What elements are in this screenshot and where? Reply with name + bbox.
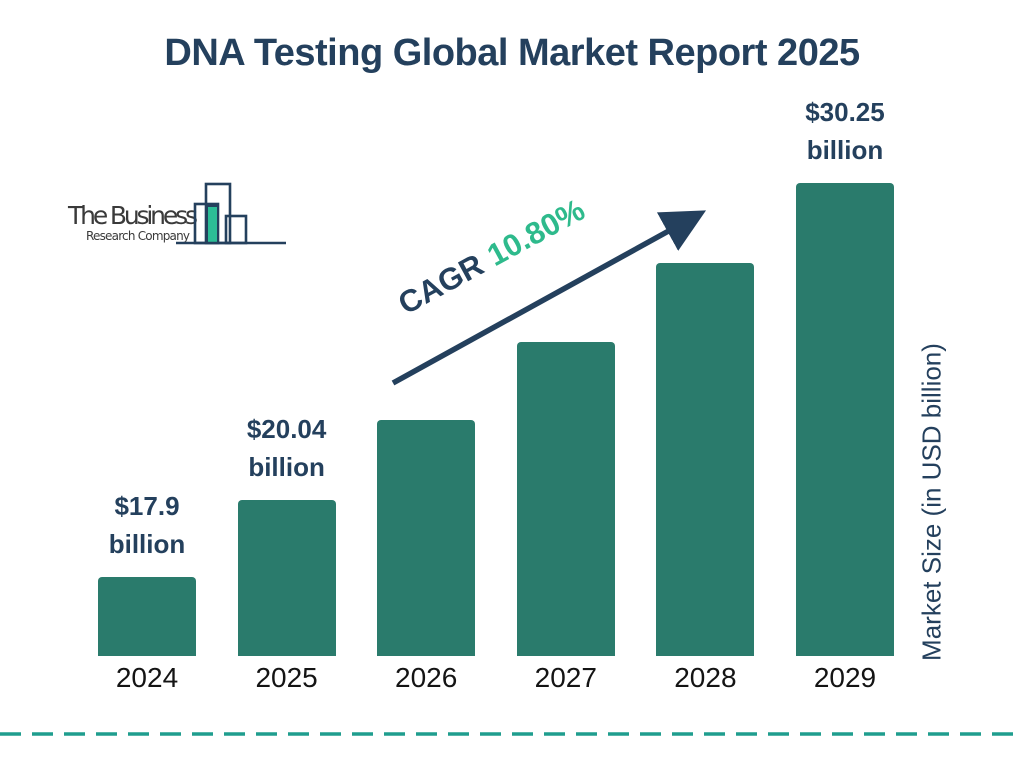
x-tick-2027: 2027 — [534, 662, 597, 693]
bar-group-2029: $30.25 billion 2029 — [795, 97, 894, 693]
value-label-2025: $20.04 billion — [247, 410, 327, 486]
x-tick-2025: 2025 — [255, 662, 318, 693]
logo-text-line1: The Business — [67, 201, 198, 230]
value-unit: billion — [806, 135, 884, 165]
bar-group-2026: 2026 — [377, 100, 476, 693]
value-amount: $30.25 — [805, 97, 885, 127]
value-unit: billion — [248, 452, 325, 482]
bar-chart: $17.9 billion 2024 $20.04 billion 2025 2… — [98, 97, 894, 693]
x-tick-2028: 2028 — [674, 662, 737, 693]
company-logo: The Business Research Company — [58, 160, 290, 252]
bar-2025 — [237, 500, 336, 656]
bar-2029 — [795, 183, 894, 656]
value-amount: $20.04 — [246, 414, 327, 444]
bar-2027 — [516, 342, 615, 656]
x-tick-2026: 2026 — [395, 662, 458, 693]
value-unit: billion — [108, 529, 186, 559]
logo-text-line2: Research Company — [86, 229, 190, 243]
logo-bar-chart-icon — [176, 182, 286, 245]
value-label-2024: $17.9 billion — [109, 487, 186, 563]
value-label-2029: $30.25 billion — [805, 93, 885, 169]
bar-group-2024: $17.9 billion 2024 — [98, 100, 196, 693]
x-tick-2024: 2024 — [115, 662, 179, 693]
bottom-dashed-divider — [0, 732, 1024, 736]
bar-2026 — [377, 420, 476, 656]
value-amount: $17.9 — [114, 491, 180, 521]
bar-2024 — [98, 577, 196, 656]
bar-2028 — [656, 263, 755, 656]
bar-group-2025: $20.04 billion 2025 — [237, 100, 336, 693]
page-title: DNA Testing Global Market Report 2025 — [164, 32, 860, 74]
bar-group-2027: 2027 — [516, 100, 615, 693]
y-axis-label: Market Size (in USD billion) — [916, 343, 947, 661]
logo-graphic: The Business Research Company — [67, 182, 286, 245]
bar-group-2028: 2028 — [656, 100, 755, 693]
x-tick-2029: 2029 — [813, 662, 877, 693]
